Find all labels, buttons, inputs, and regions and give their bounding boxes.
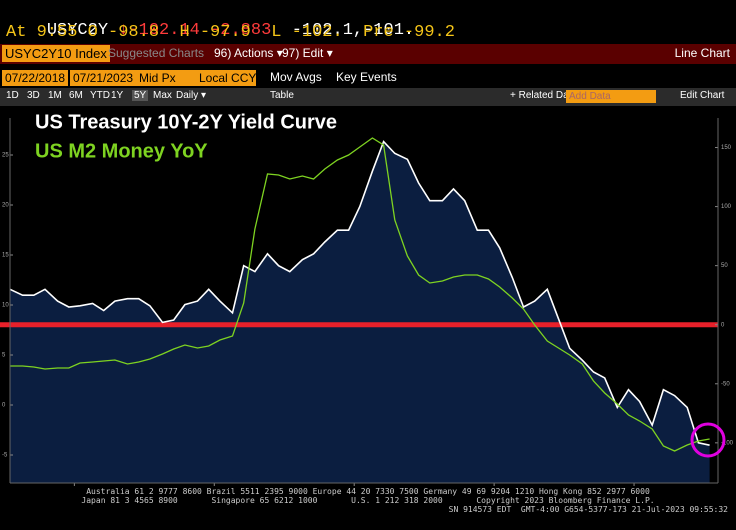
edit-chart[interactable]: Edit Chart xyxy=(680,90,725,101)
y-tick-label: 15 xyxy=(2,253,9,259)
y-tick-label: 20 xyxy=(2,203,9,209)
stats-line: At 9:55 O -98.8 H -97.9 L -102. Pre -99.… xyxy=(6,23,455,42)
y2-tick-label: -100 xyxy=(721,440,734,446)
pre: Pre -99.2 xyxy=(363,23,455,42)
period[interactable]: 1D xyxy=(6,90,19,101)
period-bar: Daily ▾ Table + Related Dat Add Data Edi… xyxy=(0,88,736,106)
low: L -102. xyxy=(271,23,343,42)
edit[interactable]: 97) Edit ▾ xyxy=(282,46,333,60)
related-data[interactable]: + Related Dat xyxy=(510,90,572,101)
add-data[interactable]: Add Data xyxy=(566,90,656,103)
suggested[interactable]: Suggested Charts xyxy=(108,46,205,60)
key-events[interactable]: Key Events xyxy=(336,70,397,84)
field[interactable]: Mid Px xyxy=(136,70,196,86)
y2-tick-label: 0 xyxy=(721,322,725,328)
y-tick-label: 25 xyxy=(2,153,9,159)
security[interactable]: USYC2Y10 Index xyxy=(2,45,110,62)
table[interactable]: Table xyxy=(270,90,294,101)
y2-tick-label: 150 xyxy=(721,145,732,151)
chart: -50510152025-100-50050100150201920202021… xyxy=(0,111,734,486)
y-tick-label: -5 xyxy=(2,453,8,459)
menu-bar: USYC2Y10 Index Suggested Charts 96) Acti… xyxy=(0,44,736,64)
highlight-circle xyxy=(690,422,726,458)
period[interactable]: 5Y xyxy=(132,90,149,101)
quote-line: USYC2Y ↓-102.14 -2.883 -102.1,-101. xyxy=(6,2,414,59)
area xyxy=(10,141,710,483)
end-date[interactable]: 07/21/2023 xyxy=(70,70,137,86)
period[interactable]: Max xyxy=(153,90,172,101)
y2-tick-label: 100 xyxy=(721,204,732,210)
chart-subtitle: US M2 Money YoY xyxy=(35,140,208,162)
series-line xyxy=(10,137,710,452)
start-date[interactable]: 07/22/2018 xyxy=(2,70,69,86)
period[interactable]: YTD xyxy=(90,90,110,101)
mov-avgs[interactable]: Mov Avgs xyxy=(270,70,322,84)
period[interactable]: 6M xyxy=(69,90,83,101)
chart-title: US Treasury 10Y-2Y Yield Curve xyxy=(35,111,337,133)
y-tick-label: 10 xyxy=(2,303,9,309)
view: Line Chart xyxy=(674,46,730,60)
period[interactable]: 1M xyxy=(48,90,62,101)
footer-line: SN 914573 EDT GMT-4:00 G654-5377-173 21-… xyxy=(448,505,728,514)
period[interactable]: 3D xyxy=(27,90,40,101)
change: -2.883 xyxy=(210,21,272,40)
actions[interactable]: 96) Actions ▾ xyxy=(214,46,283,60)
ticker: USYC2Y xyxy=(46,21,109,40)
y-tick-label: 0 xyxy=(2,403,6,409)
y2-tick-label: 50 xyxy=(721,263,728,269)
bid-ask: -102.1,-101. xyxy=(291,21,415,40)
y2-tick-label: -50 xyxy=(721,381,730,387)
footer-line: Japan 81 3 4565 8900 Singapore 65 6212 1… xyxy=(81,496,655,505)
high: H -97.9 xyxy=(179,23,251,42)
frequency[interactable]: Daily ▾ xyxy=(176,90,207,101)
time: At 9:55 xyxy=(6,23,78,42)
footer-line: Australia 61 2 9777 8600 Brazil 5511 239… xyxy=(86,487,650,496)
period[interactable]: 1Y xyxy=(111,90,124,101)
last: ↓-102.14 xyxy=(118,21,200,40)
series-line xyxy=(9,140,710,446)
currency[interactable]: Local CCY xyxy=(196,70,256,86)
open: O -98.8 xyxy=(87,23,160,42)
settings-bar: 07/22/2018 07/21/2023 Mid Px Local CCY M… xyxy=(0,68,736,88)
y-tick-label: 5 xyxy=(2,353,6,359)
